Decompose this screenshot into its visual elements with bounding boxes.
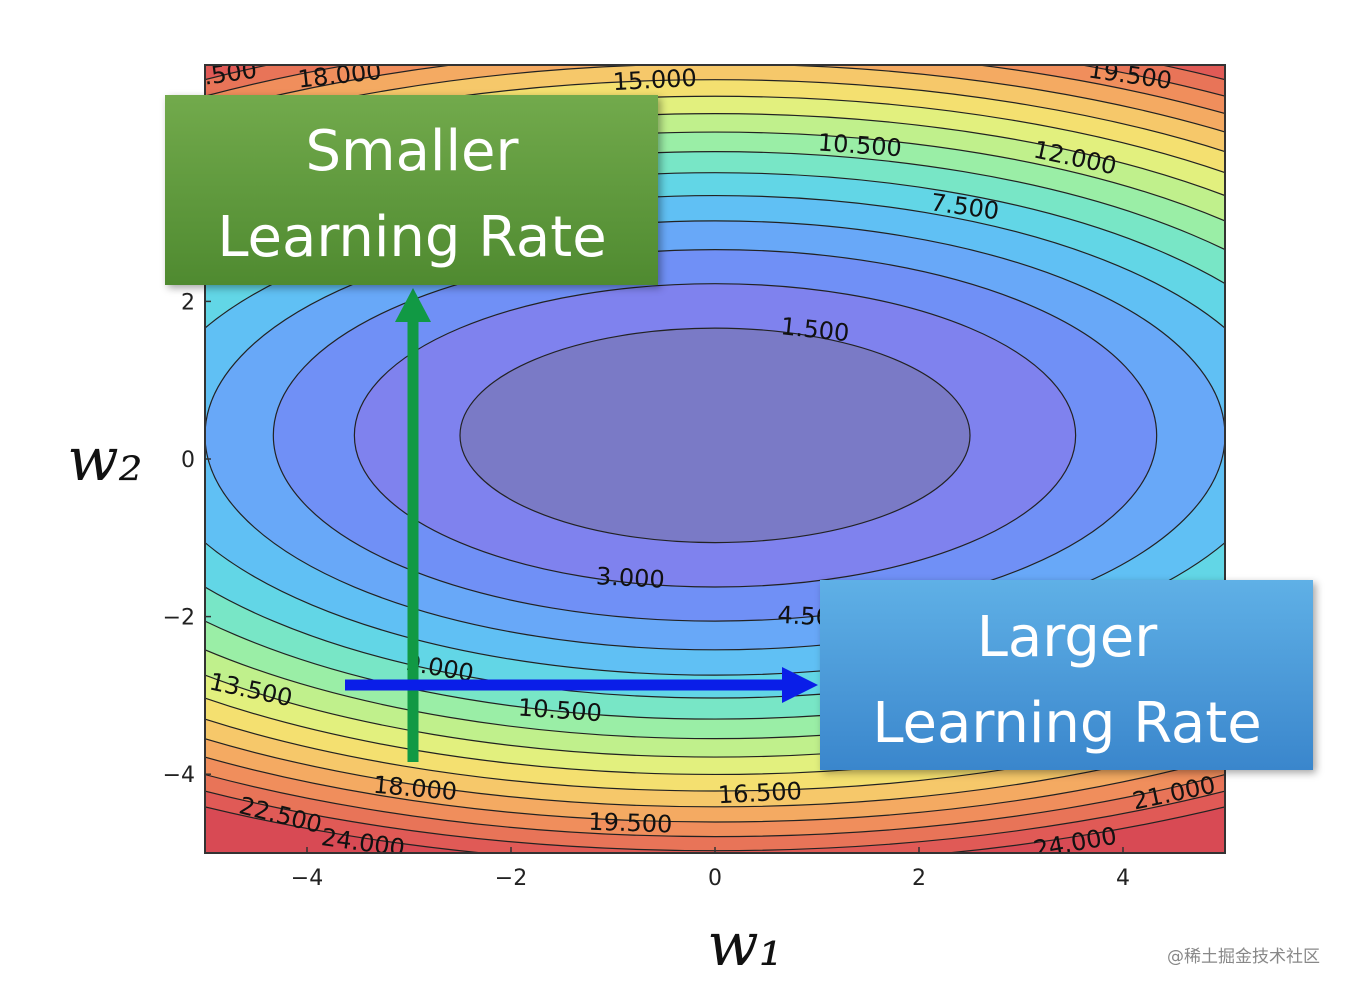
contour-label: 3.000 [595,562,665,594]
contour-label: 10.500 [517,693,603,727]
blue-arrow [345,667,818,703]
axes: −4 −2 0 2 4 −4 −2 0 2 [163,290,1130,891]
x-tick-label: −4 [291,866,323,891]
annotation-box [165,95,658,285]
annotation-text: Learning Rate [872,691,1261,756]
y-tick-label: −4 [163,763,195,788]
annotation-text: Larger [977,605,1159,670]
contour-label: 16.500 [717,777,802,809]
y-tick-label: −2 [163,606,195,631]
annotation-box [820,580,1313,770]
y-axis-label: w₂ [67,425,142,495]
x-tick-label: 4 [1116,866,1130,891]
contour-label: 10.500 [817,128,903,162]
x-tick-label: 2 [912,866,926,891]
x-tick-label: −2 [495,866,527,891]
y-tick-label: 2 [181,290,195,315]
contour-line [459,327,971,544]
watermark: @稀土掘金技术社区 [1167,947,1320,967]
x-tick-label: 0 [708,866,722,891]
contour-label: 15.000 [612,64,697,96]
y-tick-label: 0 [181,448,195,473]
contour-label: 19.500 [588,808,673,839]
x-axis-label: w₁ [707,910,782,980]
annotation-text: Smaller [305,119,519,184]
annotation-text: Learning Rate [217,205,606,270]
